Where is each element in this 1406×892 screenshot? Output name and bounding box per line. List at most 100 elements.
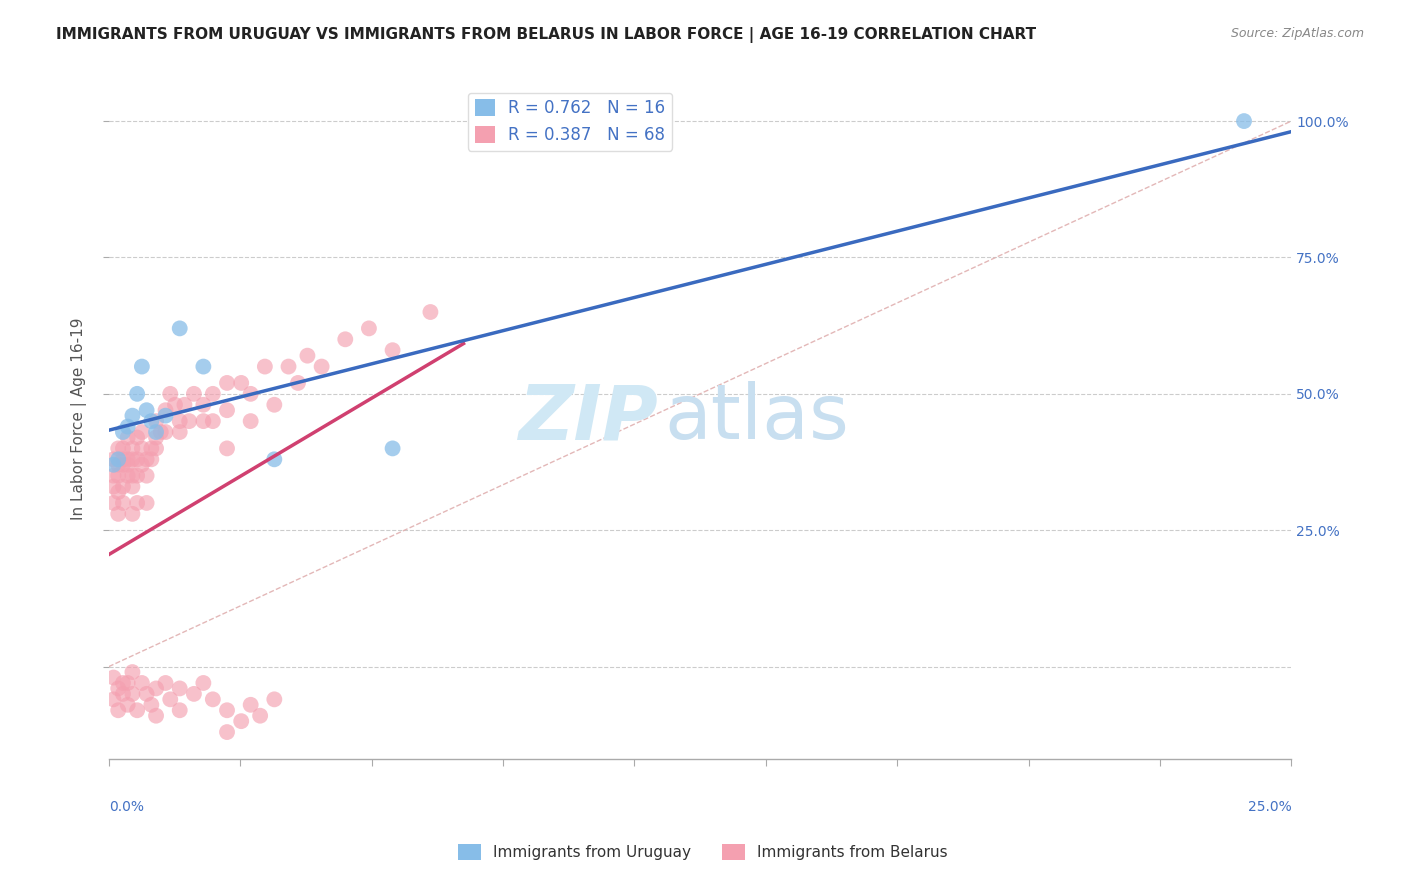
Point: [201, 414, 224, 428]
Point: [121, 409, 143, 423]
Point: [117, 676, 139, 690]
Text: atlas: atlas: [665, 382, 849, 456]
Point: [135, 496, 157, 510]
Point: [183, 687, 205, 701]
Point: [155, 403, 177, 417]
Point: [103, 468, 125, 483]
Point: [239, 387, 262, 401]
Point: [141, 442, 163, 456]
Point: [145, 442, 167, 456]
Text: ZIP: ZIP: [519, 382, 658, 456]
Point: [381, 343, 404, 358]
Point: [215, 376, 238, 390]
Point: [159, 692, 181, 706]
Point: [107, 468, 129, 483]
Point: [149, 425, 172, 439]
Point: [263, 452, 285, 467]
Point: [127, 387, 149, 401]
Point: [121, 479, 143, 493]
Point: [159, 387, 181, 401]
Point: [117, 698, 139, 712]
Point: [215, 703, 238, 717]
Point: [127, 452, 149, 467]
Point: [135, 403, 157, 417]
Point: [127, 468, 149, 483]
Point: [193, 359, 215, 374]
Point: [111, 687, 134, 701]
Point: [201, 692, 224, 706]
Point: [263, 398, 285, 412]
Point: [111, 442, 134, 456]
Point: [239, 698, 262, 712]
Point: [107, 458, 129, 472]
Point: [117, 458, 139, 472]
Point: [215, 442, 238, 456]
Point: [121, 687, 143, 701]
Point: [135, 452, 157, 467]
Point: [103, 692, 125, 706]
Point: [127, 430, 149, 444]
Point: [169, 681, 191, 696]
Point: [169, 425, 191, 439]
Point: [201, 387, 224, 401]
Point: [277, 359, 299, 374]
Point: [103, 671, 125, 685]
Point: [111, 479, 134, 493]
Point: [117, 430, 139, 444]
Point: [145, 708, 167, 723]
Point: [131, 458, 153, 472]
Text: Source: ZipAtlas.com: Source: ZipAtlas.com: [1230, 27, 1364, 40]
Point: [135, 687, 157, 701]
Point: [263, 692, 285, 706]
Point: [111, 496, 134, 510]
Point: [141, 698, 163, 712]
Point: [131, 359, 153, 374]
Point: [145, 681, 167, 696]
Point: [131, 442, 153, 456]
Point: [141, 414, 163, 428]
Text: 25.0%: 25.0%: [1247, 800, 1291, 814]
Point: [107, 703, 129, 717]
Point: [121, 468, 143, 483]
Point: [231, 376, 253, 390]
Point: [335, 332, 357, 346]
Point: [311, 359, 333, 374]
Point: [107, 681, 129, 696]
Point: [121, 452, 143, 467]
Point: [107, 507, 129, 521]
Point: [131, 676, 153, 690]
Point: [117, 468, 139, 483]
Point: [121, 665, 143, 679]
Point: [111, 458, 134, 472]
Point: [145, 430, 167, 444]
Text: IMMIGRANTS FROM URUGUAY VS IMMIGRANTS FROM BELARUS IN LABOR FORCE | AGE 16-19 CO: IMMIGRANTS FROM URUGUAY VS IMMIGRANTS FR…: [56, 27, 1036, 43]
Point: [111, 676, 134, 690]
Point: [179, 414, 201, 428]
Point: [131, 425, 153, 439]
Point: [239, 414, 262, 428]
Point: [117, 419, 139, 434]
Point: [141, 452, 163, 467]
Point: [127, 496, 149, 510]
Point: [163, 398, 186, 412]
Point: [215, 403, 238, 417]
Point: [145, 414, 167, 428]
Point: [107, 452, 129, 467]
Point: [253, 359, 276, 374]
Point: [169, 321, 191, 335]
Point: [111, 452, 134, 467]
Point: [173, 398, 195, 412]
Point: [103, 458, 125, 472]
Point: [231, 714, 253, 728]
Point: [135, 468, 157, 483]
Point: [155, 425, 177, 439]
Point: [103, 479, 125, 493]
Point: [183, 387, 205, 401]
Point: [155, 676, 177, 690]
Point: [103, 452, 125, 467]
Point: [107, 442, 129, 456]
Y-axis label: In Labor Force | Age 16-19: In Labor Force | Age 16-19: [72, 318, 87, 520]
Point: [297, 349, 319, 363]
Point: [249, 708, 271, 723]
Point: [111, 425, 134, 439]
